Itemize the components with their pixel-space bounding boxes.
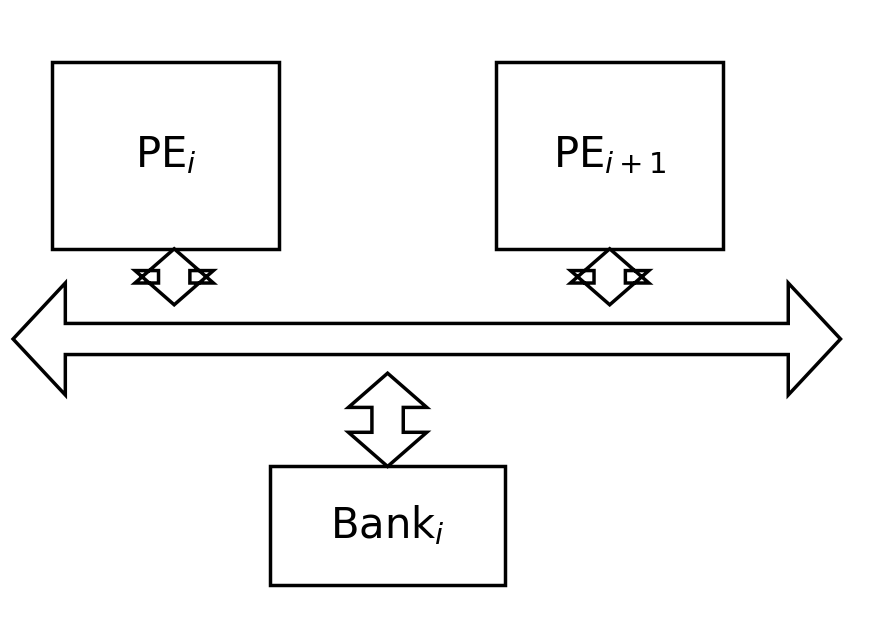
- Polygon shape: [13, 283, 841, 395]
- Text: $\mathrm{Bank}_{i}$: $\mathrm{Bank}_{i}$: [330, 504, 445, 547]
- Bar: [496, 62, 723, 249]
- Polygon shape: [571, 249, 649, 305]
- Text: $\mathrm{PE}_{i}$: $\mathrm{PE}_{i}$: [135, 134, 196, 177]
- Bar: [270, 466, 505, 585]
- Polygon shape: [135, 249, 213, 305]
- Text: $\mathrm{PE}_{i+1}$: $\mathrm{PE}_{i+1}$: [553, 134, 666, 177]
- Polygon shape: [348, 373, 427, 466]
- Bar: [52, 62, 279, 249]
